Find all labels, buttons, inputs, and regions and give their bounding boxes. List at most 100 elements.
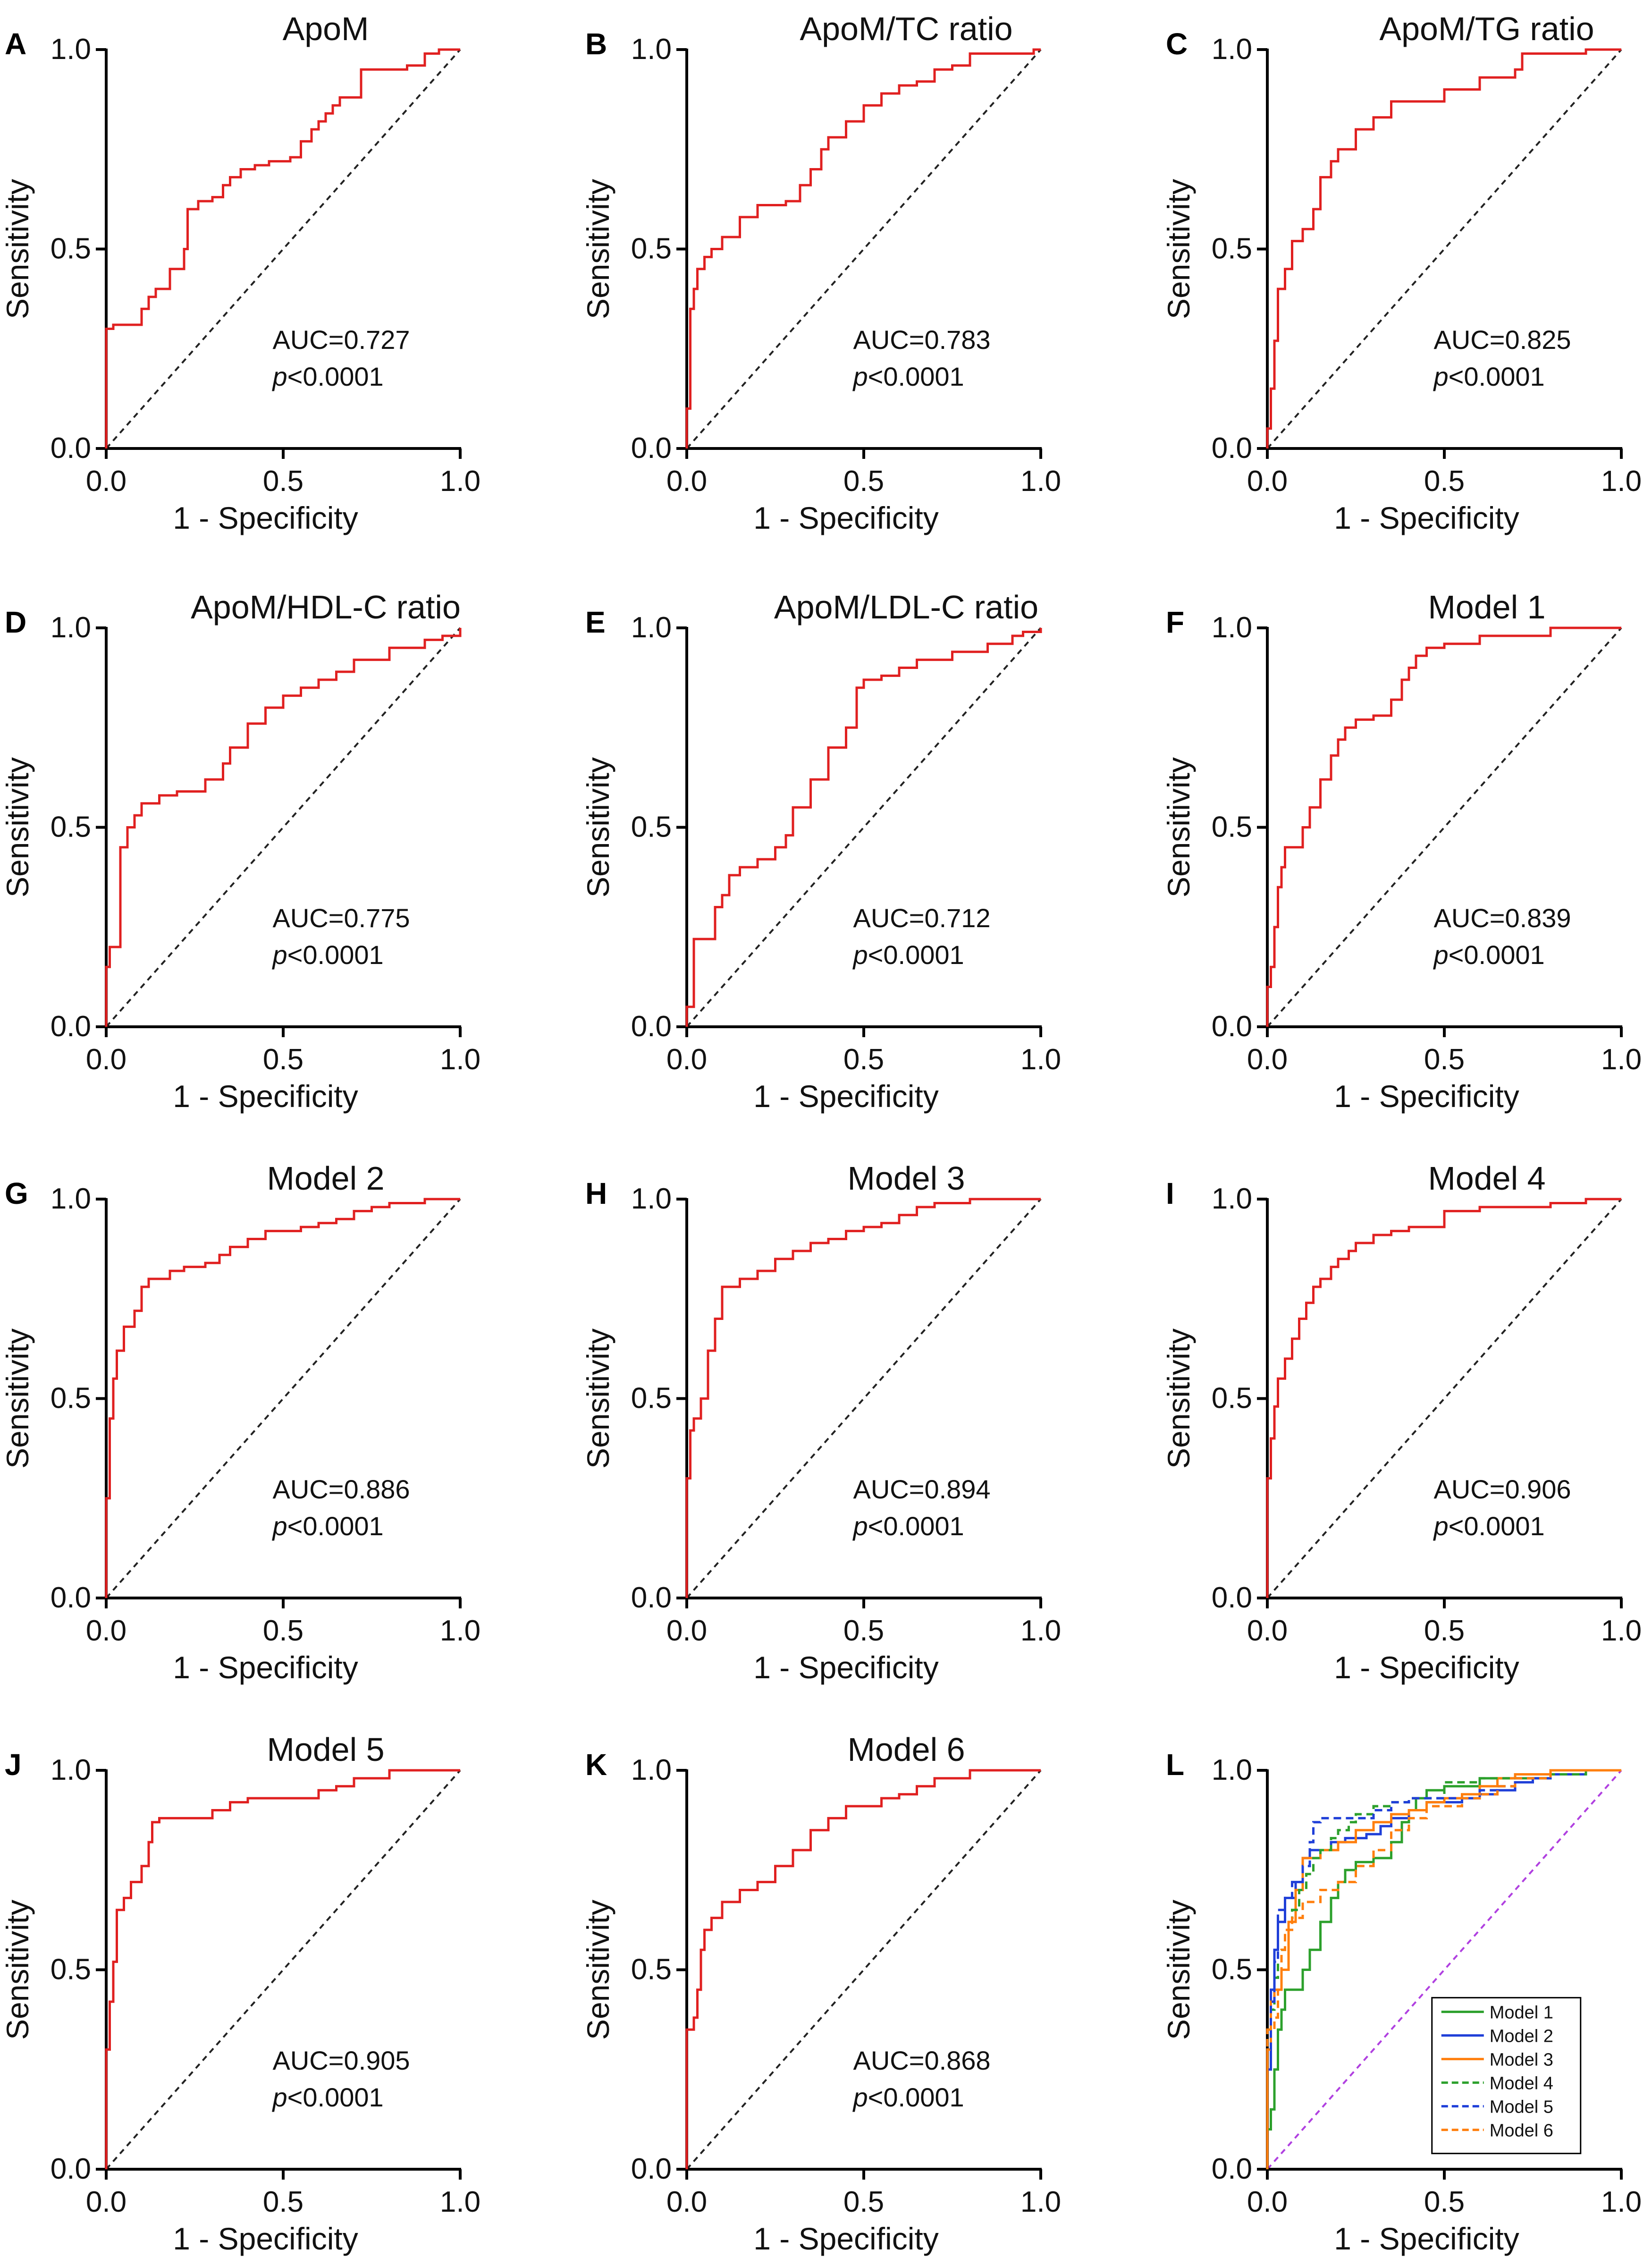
y-tick-label: 1.0 (631, 611, 672, 644)
legend-label: Model 6 (1490, 2121, 1553, 2141)
y-axis-label: Sensitivity (0, 757, 35, 897)
y-tick-label: 0.0 (631, 432, 672, 465)
auc-label: AUC=0.886 (273, 1474, 410, 1504)
panel-title: Model 2 (267, 1160, 384, 1197)
p-symbol: p (852, 2082, 868, 2112)
y-tick-label: 0.5 (1212, 233, 1252, 265)
y-tick-label: 0.0 (51, 432, 91, 465)
p-value-label: p<0.0001 (1433, 362, 1545, 391)
auc-label: AUC=0.868 (853, 2046, 991, 2075)
panel-e: E ApoM/LDL-C ratio 0.0 0.5 1.0 0.0 0.5 1.0 1 - S… (581, 589, 1061, 1114)
x-axis-label: 1 - Specificity (1334, 2221, 1519, 2256)
y-tick-label: 1.0 (631, 1754, 672, 1786)
y-tick-label: 0.0 (51, 2153, 91, 2185)
p-value: <0.0001 (868, 362, 964, 391)
panel-letter: A (5, 27, 26, 61)
x-tick-label: 0.5 (263, 1043, 303, 1076)
x-tick-label: 0.5 (843, 1043, 884, 1076)
p-value-label: p<0.0001 (852, 1511, 964, 1541)
x-tick-label: 0.0 (1247, 2186, 1288, 2218)
auc-label: AUC=0.727 (273, 325, 410, 355)
p-value-label: p<0.0001 (272, 1511, 384, 1541)
x-tick-label: 0.5 (1424, 1615, 1465, 1647)
auc-label: AUC=0.775 (273, 903, 410, 933)
panel-title: Model 6 (847, 1731, 965, 1768)
panel-title: Model 3 (847, 1160, 965, 1197)
x-axis-label: 1 - Specificity (753, 2221, 938, 2256)
x-axis-label: 1 - Specificity (173, 1650, 358, 1685)
x-axis-label: 1 - Specificity (173, 1079, 358, 1114)
panel-letter: F (1166, 605, 1184, 639)
x-tick-label: 0.0 (1247, 1615, 1288, 1647)
p-value: <0.0001 (868, 2082, 964, 2112)
panel-letter: D (5, 605, 26, 639)
p-symbol: p (852, 362, 868, 391)
y-tick-label: 1.0 (1212, 1183, 1252, 1215)
roc-curve-model-3 (1266, 1769, 1621, 2169)
roc-curve-apom-ldl-c-ratio (685, 628, 1042, 1027)
p-symbol: p (272, 2082, 287, 2112)
p-symbol: p (852, 1511, 868, 1541)
p-value-label: p<0.0001 (1433, 1511, 1545, 1541)
panel-i: I Model 4 0.0 0.5 1.0 0.0 0.5 1.0 1 - Specificit… (1161, 1160, 1642, 1685)
x-axis-label: 1 - Specificity (753, 1650, 938, 1685)
x-tick-label: 1.0 (440, 1615, 480, 1647)
y-axis-label: Sensitivity (581, 1328, 615, 1469)
y-tick-label: 0.5 (51, 1953, 91, 1986)
p-value: <0.0001 (1449, 940, 1545, 970)
panel-title: Model 4 (1428, 1160, 1545, 1197)
x-axis-label: 1 - Specificity (1334, 1079, 1519, 1114)
p-value-label: p<0.0001 (272, 362, 384, 391)
y-tick-label: 0.0 (1212, 1010, 1252, 1043)
x-axis-label: 1 - Specificity (1334, 500, 1519, 535)
roc-curve-model-1 (1266, 626, 1621, 1027)
y-tick-label: 1.0 (51, 1183, 91, 1215)
x-axis-label: 1 - Specificity (753, 1079, 938, 1114)
x-tick-label: 0.5 (843, 1615, 884, 1647)
panel-title: ApoM/TC ratio (800, 10, 1012, 47)
roc-curve-apom-tg-ratio (1266, 48, 1621, 448)
legend-label: Model 1 (1490, 2003, 1553, 2023)
panel-title: ApoM/TG ratio (1379, 10, 1594, 47)
panel-l: L 0.0 0.5 1.0 0.0 0.5 1.0 1 - Specificity Sensit… (1161, 1748, 1642, 2256)
y-tick-label: 1.0 (51, 611, 91, 644)
y-axis-label: Sensitivity (0, 179, 35, 319)
panel-h: H Model 3 0.0 0.5 1.0 0.0 0.5 1.0 1 - Specificit… (581, 1160, 1061, 1685)
y-axis-label: Sensitivity (0, 1328, 35, 1469)
x-tick-label: 0.0 (666, 1615, 707, 1647)
panel-letter: G (5, 1176, 28, 1210)
x-tick-label: 1.0 (1020, 1615, 1061, 1647)
x-axis-label: 1 - Specificity (173, 2221, 358, 2256)
panel-letter: J (5, 1748, 22, 1782)
auc-label: AUC=0.825 (1434, 325, 1571, 355)
p-value-label: p<0.0001 (852, 940, 964, 970)
x-tick-label: 1.0 (1020, 2186, 1061, 2218)
roc-curve-model-4 (1266, 1198, 1621, 1598)
y-tick-label: 0.5 (1212, 1382, 1252, 1415)
x-axis-label: 1 - Specificity (1334, 1650, 1519, 1685)
x-tick-label: 0.0 (86, 465, 126, 498)
y-tick-label: 0.5 (1212, 1953, 1252, 1986)
auc-label: AUC=0.894 (853, 1474, 991, 1504)
panel-d: D ApoM/HDL-C ratio 0.0 0.5 1.0 0.0 0.5 1.0 1 - S… (0, 589, 480, 1114)
auc-label: AUC=0.905 (273, 2046, 410, 2075)
p-value: <0.0001 (287, 362, 384, 391)
x-tick-label: 0.5 (1424, 465, 1465, 498)
p-value-label: p<0.0001 (852, 362, 964, 391)
p-value: <0.0001 (287, 2082, 384, 2112)
x-tick-label: 0.0 (666, 2186, 707, 2218)
x-tick-label: 1.0 (1601, 2186, 1642, 2218)
y-axis-label: Sensitivity (1161, 179, 1196, 319)
y-tick-label: 0.5 (51, 1382, 91, 1415)
p-value-label: p<0.0001 (272, 940, 384, 970)
y-tick-label: 1.0 (631, 33, 672, 66)
x-tick-label: 0.0 (666, 1043, 707, 1076)
x-tick-label: 1.0 (1601, 465, 1642, 498)
panel-k: K Model 6 0.0 0.5 1.0 0.0 0.5 1.0 1 - Specificit… (581, 1731, 1061, 2256)
auc-label: AUC=0.839 (1434, 903, 1571, 933)
roc-curve-model-6 (685, 1769, 1041, 2169)
x-axis-label: 1 - Specificity (753, 500, 938, 535)
x-tick-label: 0.5 (1424, 1043, 1465, 1076)
roc-curve-apom-tc-ratio (685, 48, 1041, 448)
